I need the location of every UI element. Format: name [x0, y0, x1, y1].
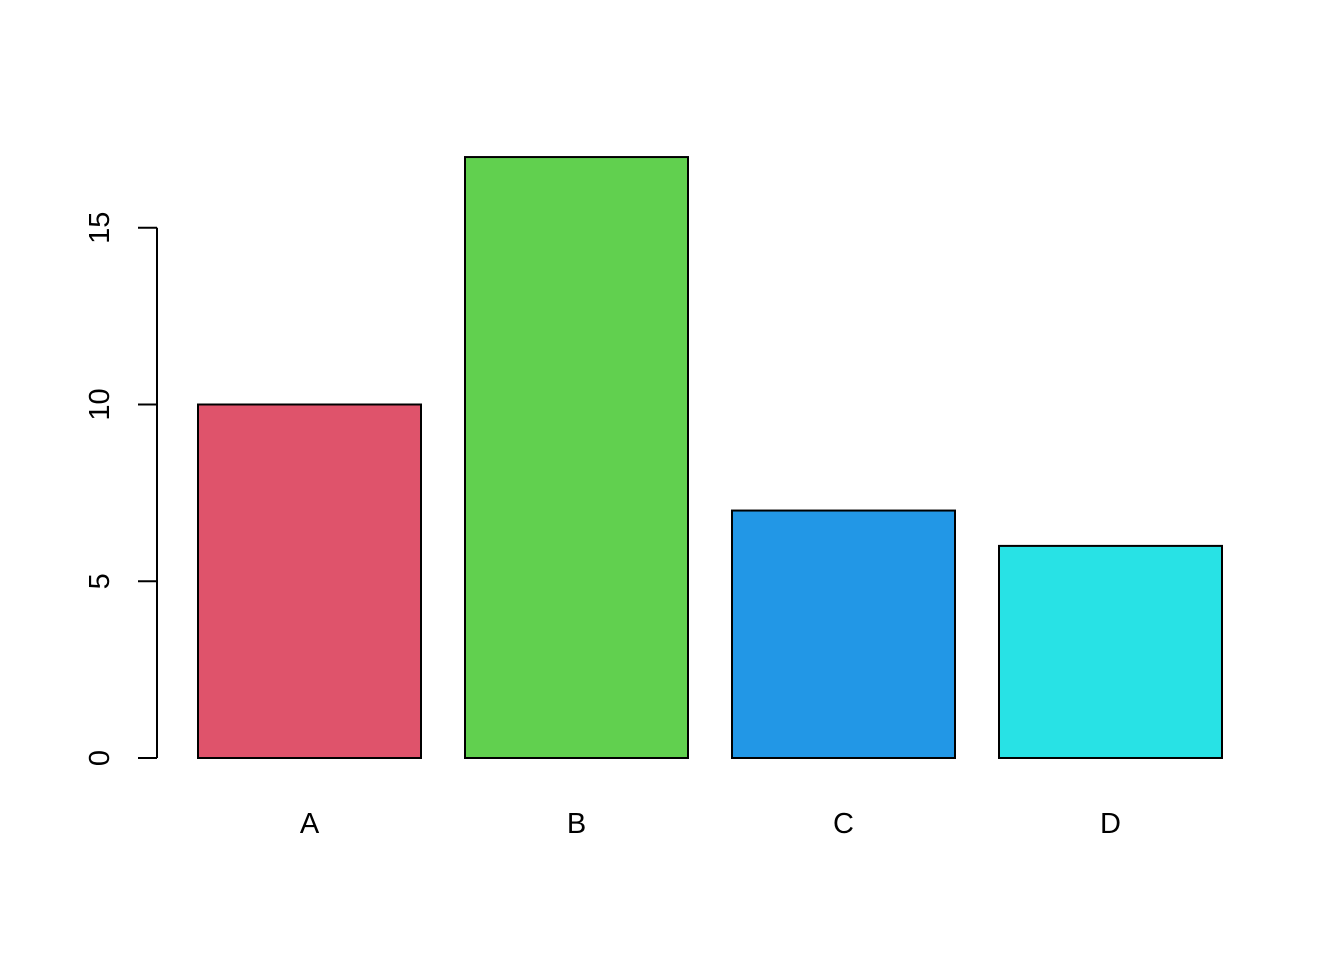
x-tick-label-a: A [300, 808, 320, 840]
bar-c [731, 509, 956, 759]
x-tick-label-d: D [1100, 808, 1121, 840]
bar-d [998, 544, 1223, 760]
y-axis: 0 5 10 15 [84, 212, 158, 766]
bar-a [197, 403, 422, 759]
x-tick-label-b: B [567, 808, 586, 840]
y-tick-label: 0 [84, 750, 116, 766]
y-tick-label: 15 [84, 212, 116, 244]
x-axis-labels: A B C D [300, 808, 1121, 840]
bar-b [464, 156, 689, 760]
y-tick-label: 10 [84, 388, 116, 420]
y-tick-label: 5 [84, 573, 116, 589]
bars-group [197, 156, 1223, 760]
x-tick-label-c: C [833, 808, 854, 840]
